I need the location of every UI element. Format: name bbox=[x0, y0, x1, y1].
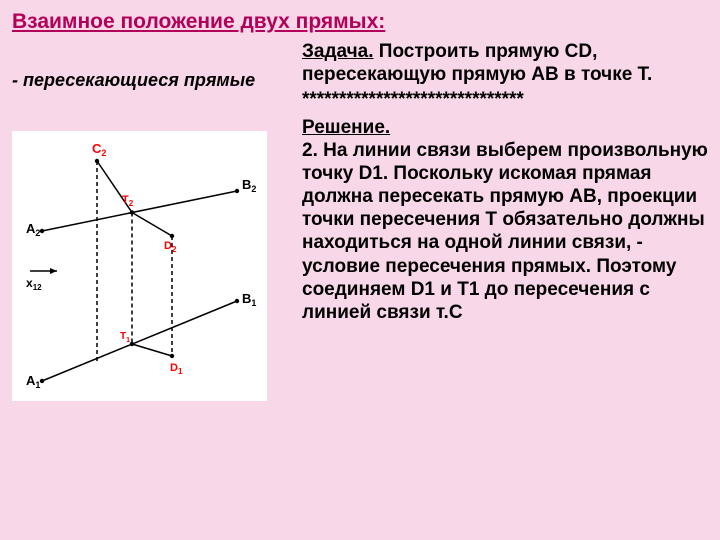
svg-text:T2: T2 bbox=[122, 194, 134, 208]
figure-svg: A2 B2 A1 B1 C2 T2 D2 T1 D1 x12 bbox=[12, 131, 267, 401]
task-label: Задача. bbox=[302, 41, 374, 62]
svg-text:A2: A2 bbox=[26, 221, 40, 238]
svg-text:A1: A1 bbox=[26, 373, 40, 390]
subtitle: - пересекающиеся прямые bbox=[12, 70, 294, 91]
content-row: - пересекающиеся прямые A2 B2 A1 B1 C2 T2 D2 T1… bbox=[12, 40, 708, 401]
divider-stars: ****************************** bbox=[302, 88, 708, 111]
svg-text:B2: B2 bbox=[242, 177, 256, 194]
svg-text:B1: B1 bbox=[242, 291, 256, 308]
figure-container: A2 B2 A1 B1 C2 T2 D2 T1 D1 x12 bbox=[12, 131, 267, 401]
solution-label: Решение. bbox=[302, 117, 390, 138]
svg-text:D1: D1 bbox=[170, 362, 183, 376]
left-column: - пересекающиеся прямые A2 B2 A1 B1 C2 T2 D2 T1… bbox=[12, 40, 302, 401]
solution-body: 2. На линии связи выберем произвольную т… bbox=[302, 140, 708, 323]
svg-text:T1: T1 bbox=[120, 331, 130, 344]
solution-paragraph: Решение. 2. На линии связи выберем произ… bbox=[302, 116, 708, 325]
right-column: Задача. Построить прямую CD, пересекающу… bbox=[302, 40, 708, 401]
task-paragraph: Задача. Построить прямую CD, пересекающу… bbox=[302, 40, 708, 86]
svg-text:x12: x12 bbox=[26, 276, 42, 292]
svg-text:C2: C2 bbox=[92, 141, 106, 158]
svg-text:D2: D2 bbox=[164, 240, 177, 254]
page-title: Взаимное положение двух прямых: bbox=[12, 10, 708, 34]
